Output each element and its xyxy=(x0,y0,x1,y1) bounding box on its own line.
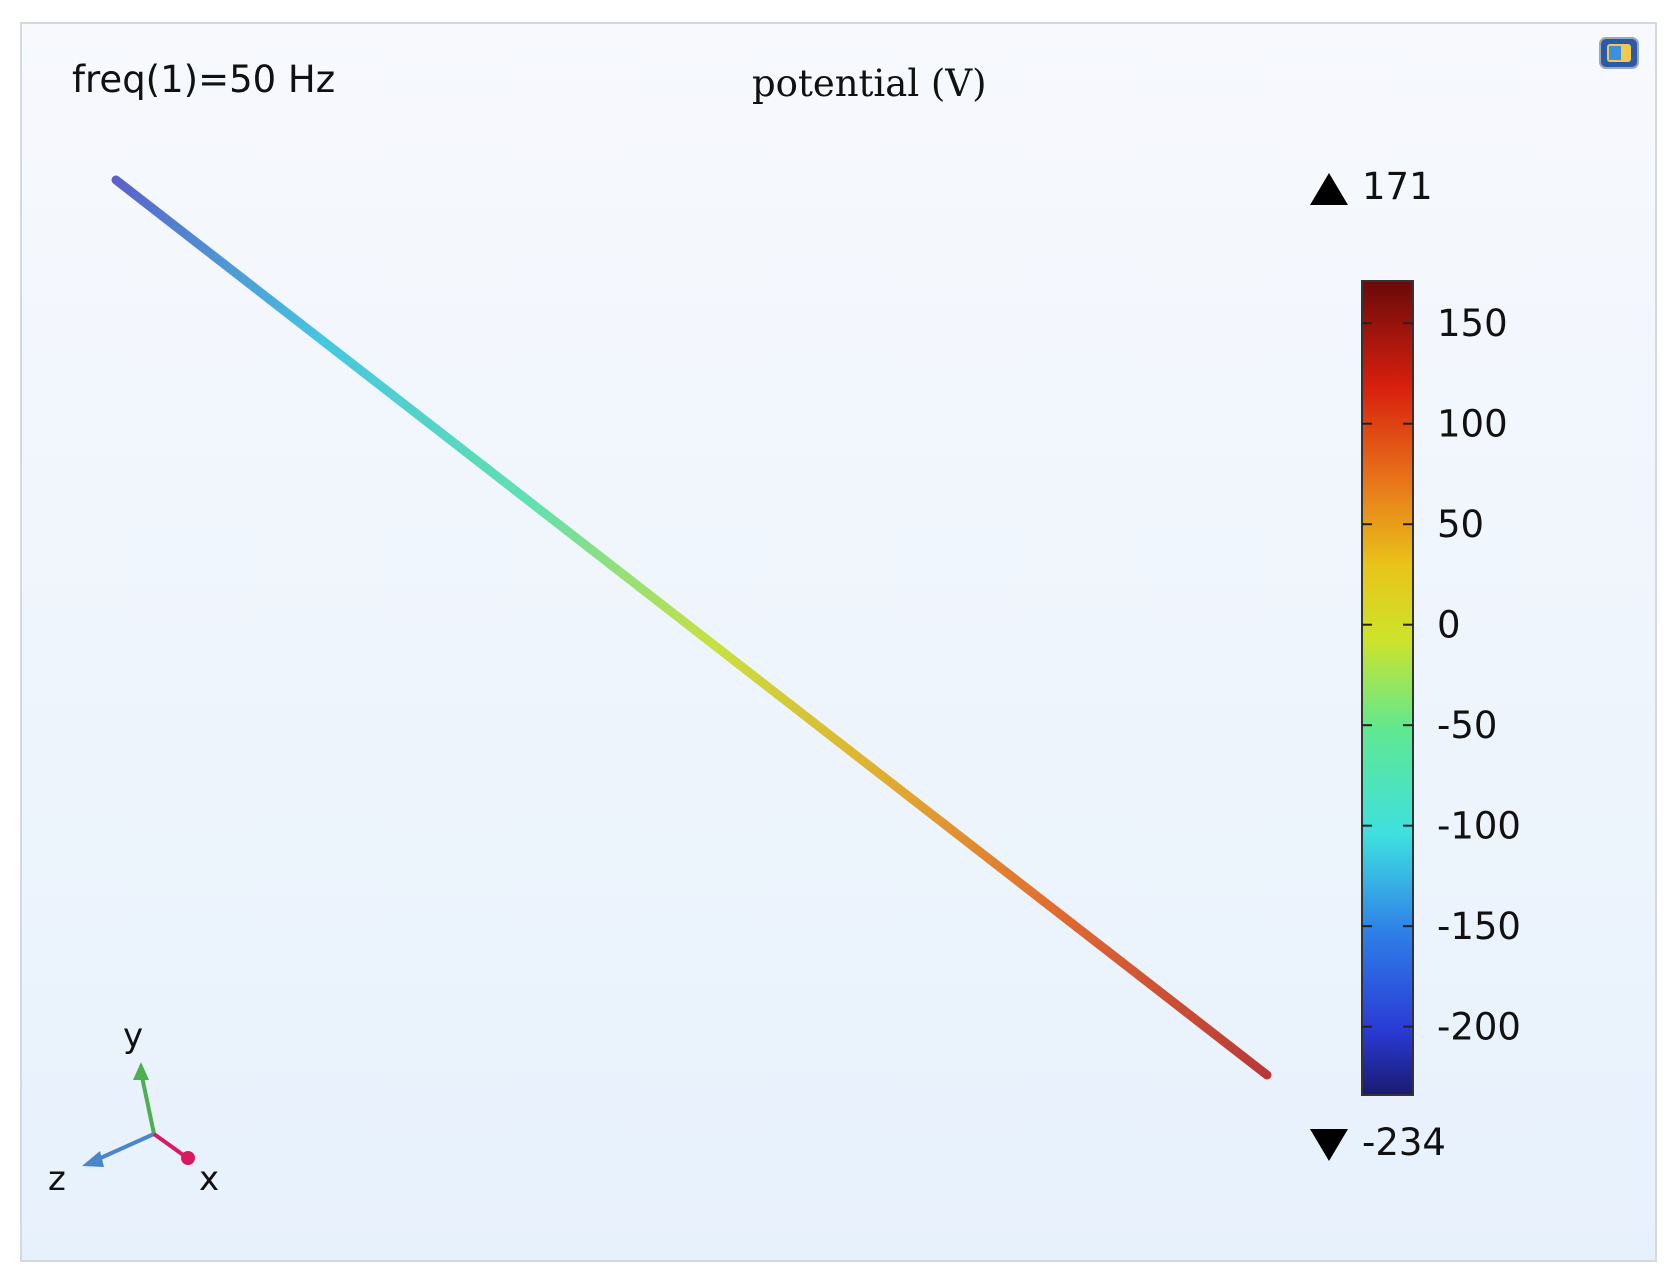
min-arrow-icon xyxy=(1310,1128,1348,1161)
colorbar-min-value: -234 xyxy=(1362,1121,1446,1164)
potential-line xyxy=(111,175,1272,1080)
colorbar-tick-label: -200 xyxy=(1437,1006,1521,1049)
x-arrowhead-icon xyxy=(181,1151,195,1165)
y-arrowhead-icon xyxy=(133,1062,149,1080)
colorbar-tick-label: -150 xyxy=(1437,905,1521,948)
plot-title: potential (V) xyxy=(752,62,987,105)
colorbar-tick-label: 150 xyxy=(1437,302,1508,345)
max-arrow-icon xyxy=(1310,172,1348,205)
z-arrowhead-icon xyxy=(82,1151,104,1167)
y-axis-arrow xyxy=(139,1071,156,1135)
colorbar-tick-label: 50 xyxy=(1437,503,1484,546)
colorbar-tick-label: -100 xyxy=(1437,805,1521,848)
x-axis-arrow xyxy=(152,1132,188,1159)
colorbar-min-label: -234 xyxy=(1310,1121,1446,1164)
colorbar-max-value: 171 xyxy=(1362,165,1433,208)
colorbar-ticks: 150 100 50 0 -50 -100 -150 -200 xyxy=(1362,302,1521,1049)
axis-triad: y z x xyxy=(48,1016,219,1199)
x-axis-letter: x xyxy=(199,1159,219,1199)
z-axis-letter: z xyxy=(48,1159,66,1199)
colorbar-tick-label: 0 xyxy=(1437,604,1461,647)
z-axis-arrow xyxy=(95,1132,155,1162)
colorbar-tick-label: 100 xyxy=(1437,403,1508,446)
y-axis-letter: y xyxy=(123,1016,143,1056)
colorbar xyxy=(1361,280,1414,1096)
graphics-window-icon[interactable] xyxy=(1599,37,1639,69)
frequency-label: freq(1)=50 Hz xyxy=(72,58,336,101)
colorbar-max-label: 171 xyxy=(1310,165,1433,208)
colorbar-tick-label: -50 xyxy=(1437,704,1497,747)
